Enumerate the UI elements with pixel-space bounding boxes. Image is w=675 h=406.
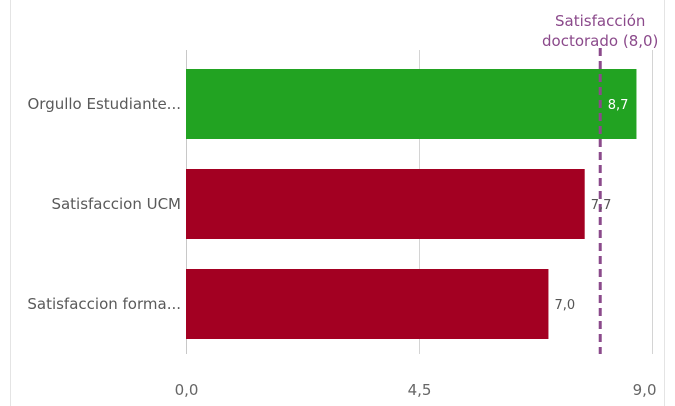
reference-line-label: doctorado (8,0) — [542, 32, 658, 50]
left-panel-border — [10, 0, 11, 406]
right-panel-border — [664, 0, 665, 406]
x-tick-label: 0,0 — [175, 381, 199, 399]
bar — [186, 69, 637, 139]
reference-line-group: Satisfacción doctorado (8,0) — [542, 12, 658, 354]
bar-value-label: 8,7 — [608, 98, 629, 113]
x-tick-label: 9,0 — [633, 381, 657, 399]
x-tick-label: 4,5 — [408, 381, 432, 399]
bar-value-label: 7,0 — [554, 298, 575, 313]
category-label: Satisfaccion UCM — [51, 195, 181, 213]
category-label: Satisfaccion forma... — [27, 295, 181, 313]
reference-line-label: Satisfacción — [555, 12, 645, 30]
bar — [186, 169, 585, 239]
bars — [186, 69, 637, 339]
bar — [186, 269, 549, 339]
labels: 0,0 4,5 9,0 Orgullo Estudiante... 8,7 Satisfa… — [27, 95, 656, 399]
bar-value-label: 7,7 — [591, 198, 612, 213]
category-label: Orgullo Estudiante... — [27, 95, 181, 113]
